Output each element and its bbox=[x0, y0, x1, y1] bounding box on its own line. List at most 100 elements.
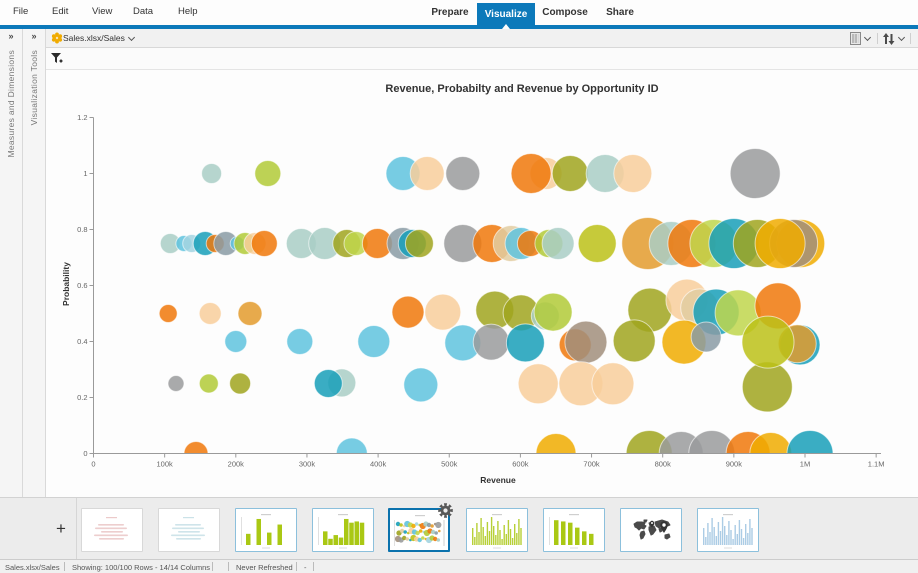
bubble[interactable] bbox=[510, 153, 552, 194]
expand-tools-icon[interactable]: » bbox=[31, 31, 37, 41]
bubble[interactable] bbox=[158, 304, 178, 323]
bubble[interactable] bbox=[535, 433, 577, 474]
bubble[interactable] bbox=[404, 229, 434, 258]
dense-bars-thumbnail-icon bbox=[703, 514, 753, 549]
viz-thumbnail-2[interactable] bbox=[158, 508, 220, 552]
sketch-thumbnail-icon bbox=[171, 517, 205, 540]
tab-share[interactable]: Share bbox=[606, 7, 634, 18]
menu-item-file[interactable]: File bbox=[13, 6, 29, 17]
viz-thumbnail-4[interactable] bbox=[312, 508, 374, 552]
bubble[interactable] bbox=[250, 230, 278, 257]
menu-item-help[interactable]: Help bbox=[178, 6, 198, 17]
bubble[interactable] bbox=[183, 441, 209, 466]
bubble[interactable] bbox=[564, 320, 608, 364]
sort-icon[interactable] bbox=[883, 33, 895, 45]
bubble[interactable] bbox=[313, 369, 343, 398]
bubble[interactable] bbox=[613, 154, 653, 193]
bubble[interactable] bbox=[688, 430, 736, 477]
sketch-thumbnail-icon bbox=[94, 517, 128, 540]
bubble[interactable] bbox=[201, 163, 223, 184]
bubble[interactable] bbox=[224, 330, 248, 353]
bubble[interactable] bbox=[403, 367, 439, 403]
visualization-gallery: + bbox=[0, 497, 918, 560]
bubble[interactable] bbox=[749, 432, 793, 475]
bubble[interactable] bbox=[754, 218, 806, 269]
tab-compose[interactable]: Compose bbox=[542, 7, 588, 18]
grid-chevron-down-icon[interactable] bbox=[863, 33, 872, 42]
viz-thumbnail-7[interactable] bbox=[543, 508, 605, 552]
svg-text:600k: 600k bbox=[512, 460, 529, 469]
bubble[interactable] bbox=[335, 437, 368, 469]
status-item-3: Never Refreshed bbox=[236, 563, 293, 572]
tab-prepare[interactable]: Prepare bbox=[431, 7, 469, 18]
status-separator bbox=[313, 562, 314, 571]
svg-text:0.4: 0.4 bbox=[77, 337, 87, 346]
bubble[interactable] bbox=[690, 321, 722, 353]
bubble[interactable] bbox=[198, 373, 219, 394]
bubble[interactable] bbox=[505, 323, 545, 363]
status-separator bbox=[212, 562, 213, 571]
bubble[interactable] bbox=[741, 315, 795, 369]
viz-thumbnail-5-selected[interactable] bbox=[388, 508, 450, 552]
menu-item-edit[interactable]: Edit bbox=[52, 6, 69, 17]
add-visualization-button[interactable]: + bbox=[56, 519, 66, 538]
svg-text:0.8: 0.8 bbox=[77, 225, 87, 234]
dataset-chevron-down-icon[interactable] bbox=[127, 33, 136, 42]
viz-thumbnail-9[interactable] bbox=[697, 508, 759, 552]
sidebar-visualization-tools[interactable]: » Visualization Tools bbox=[23, 29, 46, 497]
bubble[interactable] bbox=[472, 323, 510, 361]
x-axis-title: Revenue bbox=[480, 475, 516, 485]
bubble[interactable] bbox=[198, 302, 222, 325]
filter-funnel-icon[interactable] bbox=[51, 53, 65, 67]
dataset-selector[interactable]: Sales.xlsx/Sales bbox=[63, 33, 125, 43]
viz-thumbnail-8[interactable] bbox=[620, 508, 682, 552]
bubble[interactable] bbox=[541, 227, 575, 260]
menu-item-data[interactable]: Data bbox=[133, 6, 154, 17]
bubble[interactable] bbox=[741, 361, 793, 413]
toolbar-separator bbox=[910, 33, 911, 44]
bubble[interactable] bbox=[729, 148, 781, 199]
status-separator bbox=[296, 562, 297, 571]
bubble[interactable] bbox=[409, 156, 445, 191]
bubble[interactable] bbox=[577, 224, 617, 263]
svg-text:200k: 200k bbox=[228, 460, 245, 469]
bubble[interactable] bbox=[391, 295, 425, 329]
expand-measures-icon[interactable]: » bbox=[8, 31, 14, 41]
bubble[interactable] bbox=[424, 293, 462, 331]
dataset-hex-icon bbox=[51, 32, 63, 44]
thumbnail-settings-gear-icon[interactable] bbox=[437, 502, 454, 519]
bubble[interactable] bbox=[445, 156, 481, 191]
sidebar-measures-dimensions[interactable]: » Measures and Dimensions bbox=[0, 29, 23, 497]
viz-thumbnail-3[interactable] bbox=[235, 508, 297, 552]
bubble[interactable] bbox=[286, 328, 314, 355]
status-item-4: - bbox=[304, 563, 307, 572]
bubble[interactable] bbox=[591, 362, 635, 406]
grid-view-icon[interactable] bbox=[850, 32, 861, 45]
bubble[interactable] bbox=[786, 430, 834, 477]
bubbles-thumbnail-icon bbox=[394, 515, 445, 546]
bubble[interactable] bbox=[237, 301, 263, 326]
svg-text:0.2: 0.2 bbox=[77, 393, 87, 402]
menu-item-view[interactable]: View bbox=[92, 6, 113, 17]
viz-thumbnail-6[interactable] bbox=[466, 508, 528, 552]
bubble[interactable] bbox=[612, 319, 656, 363]
svg-text:100k: 100k bbox=[157, 460, 174, 469]
bubble[interactable] bbox=[254, 160, 282, 187]
viz-thumbnail-1[interactable] bbox=[81, 508, 143, 552]
bubble[interactable] bbox=[167, 375, 185, 392]
bubble[interactable] bbox=[551, 155, 589, 192]
status-separator bbox=[64, 562, 65, 571]
bubble-chart: 0 0.2 0.4 0.6 0.8 1 1.2 0 100k 200k 300k 400k 500k 60… bbox=[77, 113, 884, 477]
bubble[interactable] bbox=[517, 363, 559, 405]
status-bar: Sales.xlsx/Sales Showing: 100/100 Rows - … bbox=[0, 559, 918, 573]
bubble[interactable] bbox=[533, 292, 573, 332]
chart-canvas: Revenue, Probabilty and Revenue by Oppor… bbox=[46, 70, 918, 497]
bubble[interactable] bbox=[357, 325, 391, 358]
filter-bar bbox=[46, 48, 918, 70]
bubble[interactable] bbox=[229, 372, 252, 395]
sort-chevron-down-icon[interactable] bbox=[897, 33, 906, 42]
svg-text:500k: 500k bbox=[441, 460, 458, 469]
bars-thumbnail-icon bbox=[241, 514, 282, 549]
svg-text:400k: 400k bbox=[370, 460, 387, 469]
